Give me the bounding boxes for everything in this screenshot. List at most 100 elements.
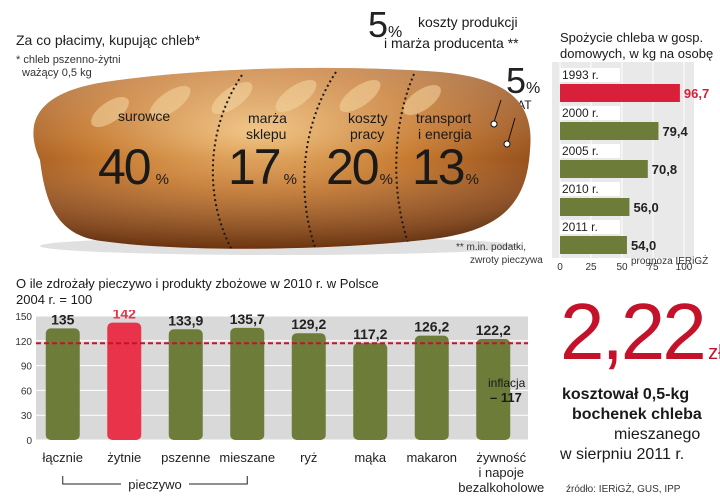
prices-category-label: bezalkoholowe <box>458 480 544 495</box>
prices-title-1: O ile zdrożały pieczywo i produkty zbożo… <box>16 276 379 291</box>
consumption-tick-label: 0 <box>557 262 563 273</box>
prices-category-label: łącznie <box>43 450 83 465</box>
bread-loaf <box>33 67 531 255</box>
segment-marza-label-2: sklepu <box>246 126 287 142</box>
consumption-tick-label: 100 <box>676 262 693 273</box>
segment-transport-value: 13% <box>412 138 479 196</box>
prices-bar <box>476 338 511 440</box>
prices-bar <box>291 333 326 440</box>
prices-category-label: makaron <box>406 450 457 465</box>
vat-pct-value: 5 <box>506 60 527 101</box>
consumption-tick-label: 75 <box>647 262 659 273</box>
prices-tick-label: 90 <box>21 362 33 373</box>
prices-bar <box>45 328 80 440</box>
consumption-bar <box>560 160 648 178</box>
segment-praca-label-1: koszty <box>348 110 388 126</box>
consumption-value-label: 56,0 <box>633 200 658 215</box>
prices-bar <box>230 327 265 440</box>
vat-pct-sign: % <box>526 80 541 97</box>
consumption-bar <box>560 122 659 140</box>
loaf-divider-lines <box>211 71 415 249</box>
consumption-value-label: 96,7 <box>684 86 709 101</box>
top-cost-label-2: i marża producenta ** <box>384 35 519 51</box>
segment-praca-label-2: pracy <box>350 126 385 142</box>
segment-surowce-label: surowce <box>118 108 171 124</box>
consumption-year-bg <box>560 144 620 158</box>
segment-marza-number: 17 <box>228 139 282 195</box>
prices-group-label-bg <box>121 477 189 491</box>
prices-category-label: mieszane <box>219 450 275 465</box>
top-cost-label-1: koszty produkcji <box>418 14 518 30</box>
callout-price-value: 2,22 <box>560 287 707 376</box>
segment-marza-value: 17% <box>228 138 297 196</box>
prices-group-label: pieczywo <box>128 477 181 492</box>
callout-line-4: w sierpniu 2011 r. <box>560 446 685 463</box>
consumption-year-label: 2005 r. <box>562 144 599 158</box>
consumption-tick-label: 25 <box>585 262 597 273</box>
consumption-year-label: 2000 r. <box>562 106 599 120</box>
segment-surowce-number: 40 <box>98 139 152 195</box>
consumption-year-bg <box>560 106 620 120</box>
vat-pct: 5% <box>506 60 540 102</box>
callout-line-2: bochenek chleba <box>572 406 702 423</box>
loaf-bottom-note-2: zwroty pieczywa <box>470 255 543 266</box>
consumption-year-label: 2010 r. <box>562 182 599 196</box>
consumption-year-bg <box>560 182 620 196</box>
prices-bar <box>414 335 449 440</box>
segment-marza-sign: % <box>283 171 297 188</box>
consumption-year-label: 2011 r. <box>562 220 598 234</box>
prices-value-label: 135,7 <box>230 311 265 327</box>
segment-surowce-value: 40% <box>98 138 169 196</box>
prices-category-label: mąka <box>354 450 387 465</box>
loaf-footnote-2: ważący 0,5 kg <box>22 67 92 79</box>
loaf-score-marks <box>91 79 441 128</box>
prices-value-label: 126,2 <box>414 319 449 335</box>
prices-tick-label: 60 <box>21 386 33 397</box>
consumption-year-bg <box>560 68 620 82</box>
consumption-bar <box>560 84 680 102</box>
consumption-title-1: Spożycie chleba w gosp. <box>560 30 704 45</box>
consumption-year-bg <box>560 220 620 234</box>
consumption-forecast-note: prognoza IERiGŻ <box>631 254 708 267</box>
prices-value-label: 122,2 <box>476 322 511 338</box>
segment-transport-label-1: transport <box>416 110 472 126</box>
segment-transport-sign: % <box>465 171 479 188</box>
prices-category-label: żytnie <box>107 450 141 465</box>
consumption-bar <box>560 236 627 254</box>
consumption-chart: 0 25 50 75 100 1993 r. 96,7 2000 r. 79,4 2005 r. 7… <box>552 62 709 273</box>
callout-line-1: kosztował 0,5-kg <box>562 386 690 403</box>
prices-chart: 0 30 60 90 120 150 135 łącznie 142 żytnie 133,9 psz… <box>15 310 544 495</box>
segment-transport-label-2: i energia <box>418 126 472 142</box>
loaf-footnote-1: * chleb pszenno-żytni <box>16 54 121 66</box>
prices-category-label: pszenne <box>161 450 210 465</box>
prices-category-label: żywność <box>476 450 526 465</box>
prices-value-label: 135 <box>51 311 75 327</box>
consumption-value-label: 70,8 <box>652 162 677 177</box>
prices-bar <box>353 343 388 440</box>
inflation-label: inflacja <box>488 376 526 390</box>
prices-category-label: ryż <box>300 450 317 465</box>
callout-price: 2,22 zł <box>560 286 720 378</box>
vat-pointer <box>490 99 516 148</box>
segment-praca-value: 20% <box>326 138 393 196</box>
loaf-title: Za co płacimy, kupując chleb* <box>16 32 201 48</box>
callout-price-unit: zł <box>708 342 720 364</box>
prices-value-label: 129,2 <box>291 316 326 332</box>
prices-bar <box>168 329 203 440</box>
prices-value-label: 117,2 <box>353 326 387 342</box>
consumption-title-2: domowych, w kg na osobę <box>560 46 714 61</box>
prices-tick-label: 30 <box>21 411 33 422</box>
segment-praca-sign: % <box>379 171 393 188</box>
prices-tick-label: 120 <box>15 337 32 348</box>
consumption-value-label: 79,4 <box>662 124 688 139</box>
callout-line-3: mieszanego <box>614 426 701 443</box>
segment-transport-number: 13 <box>412 139 466 195</box>
loaf-bottom-note-1: ** m.in. podatki, <box>456 242 527 253</box>
source-note: źródło: IERiGŻ, GUS, IPP <box>566 484 681 495</box>
prices-category-label: i napoje <box>478 465 524 480</box>
top-cost-pct-sign: % <box>388 24 403 41</box>
consumption-tick-label: 50 <box>616 262 628 273</box>
segment-surowce-sign: % <box>155 171 169 188</box>
prices-value-label: 142 <box>113 310 137 322</box>
top-cost-pct: 5% <box>368 4 402 46</box>
